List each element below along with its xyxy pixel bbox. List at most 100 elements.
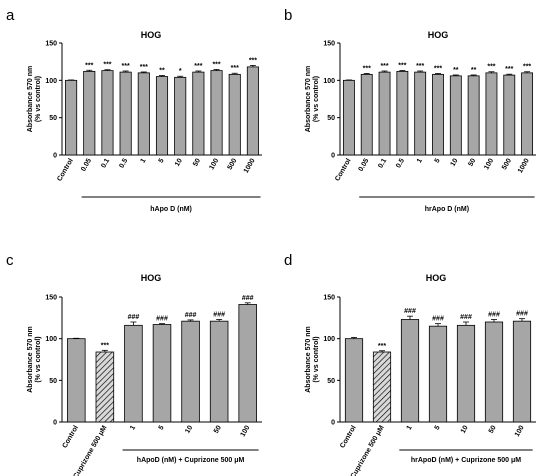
y-tick-label: 100 [45,78,57,85]
significance-label: *** [231,65,239,72]
significance-label: ### [128,314,140,321]
chart-title: HOG [428,30,449,40]
chart-title: HOG [141,273,162,283]
significance-label: ### [185,312,197,319]
x-tick-label: Control [56,157,75,182]
x-axis-label: hApo D (nM) [150,206,192,213]
significance-label: *** [523,64,531,71]
bar [228,73,241,156]
y-tick-label: 150 [45,295,57,302]
bar [396,70,409,156]
x-tick-label: Cuprizone 500 μM [73,424,109,476]
bar [101,70,114,156]
bar [67,338,86,423]
bar [119,71,132,156]
x-tick-label: 500 [501,157,513,171]
x-axis-label: hApoD (nM) + Cuprizone 500 μM [137,457,245,464]
y-tick-label: 0 [53,420,57,427]
y-tick-label: 0 [331,420,335,427]
bar [246,66,259,156]
significance-label: ** [471,67,477,74]
bar [449,75,462,156]
x-tick-label: 500 [227,157,239,171]
bar [65,79,78,156]
x-tick-label: 1 [416,157,424,164]
y-tick-label: 100 [323,336,335,343]
significance-label: *** [122,63,130,70]
bar [484,321,504,423]
y-axis-label-unit: (% vs control) [313,336,320,382]
chart-panel-c: c HOG Absorbance 570 nm (% vs control) 0 50 10… [6,252,262,476]
significance-label: ** [159,67,165,74]
x-tick-label: 0.5 [395,157,406,169]
y-axis-label-unit: (% vs control) [35,336,42,382]
y-tick-label: 50 [327,378,335,385]
bar [432,73,444,156]
y-tick-label: 50 [327,115,335,122]
bar [174,76,187,156]
x-tick-label: 5 [158,157,166,164]
y-tick-label: 0 [331,153,335,160]
y-tick-label: 100 [323,78,335,85]
bar [155,76,169,156]
x-tick-label: 10 [460,424,470,434]
chart-title: HOG [141,30,162,40]
bar [503,74,516,156]
y-tick-label: 50 [49,378,57,385]
x-tick-label: 100 [514,424,526,438]
significance-label: *** [416,63,424,70]
bar [124,324,143,423]
significance-label: ### [488,312,500,319]
panel-label: c [6,252,14,269]
x-tick-label: 10 [184,424,194,434]
significance-label: *** [487,64,495,71]
x-tick-label: 50 [192,157,202,167]
y-axis-label: Absorbance 570 nm [27,66,34,133]
significance-label: ### [156,316,168,323]
x-tick-label: 50 [213,424,223,434]
bar [137,72,150,156]
x-tick-label: 1 [129,424,137,431]
bar [378,71,391,156]
x-tick-label: 5 [434,157,442,164]
significance-label: *** [101,342,109,349]
bar [152,324,172,423]
y-axis-label: Absorbance 570 nm [305,66,312,133]
x-axis-label: hrApoD (nM) + Cuprizone 500 μM [411,457,521,464]
bar [400,319,420,423]
x-axis-label: hrApo D (nM) [425,206,469,213]
y-tick-label: 150 [323,295,335,302]
significance-label: *** [378,343,386,350]
chart-panel-d: d HOG Absorbance 570 nm (% vs control) 0 50 10… [284,252,536,476]
bar [428,325,448,423]
bar [360,73,373,156]
panel-label: a [6,7,15,24]
bar [344,338,364,423]
bar [414,71,427,156]
x-tick-label: 10 [174,157,184,167]
bar [512,320,532,423]
x-tick-label: 0.05 [358,157,371,172]
x-tick-label: 1000 [517,157,531,174]
significance-label: *** [140,64,148,71]
significance-label: *** [212,62,220,69]
x-tick-label: 5 [434,424,442,431]
bar [181,320,200,423]
bar [456,324,476,423]
x-tick-label: 100 [240,424,252,438]
bar [342,79,355,156]
y-tick-label: 100 [45,336,57,343]
x-tick-label: 1 [406,424,414,431]
y-axis-label: Absorbance 570 nm [305,326,312,393]
bar [521,72,534,156]
bar [210,70,223,156]
bar [467,75,480,156]
bar [95,351,115,423]
bar [192,71,205,156]
x-tick-label: 1 [140,157,148,164]
y-axis-label: Absorbance 570 nm [27,326,34,393]
x-tick-label: Control [62,424,81,449]
